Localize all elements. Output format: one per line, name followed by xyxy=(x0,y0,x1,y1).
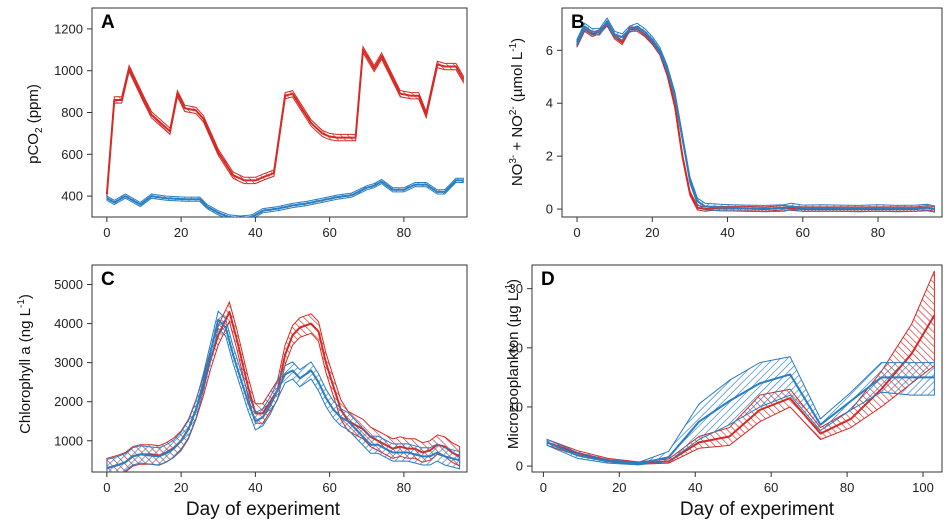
y-tick-label: 6 xyxy=(546,43,553,58)
plot-c: 0 20 40 60 80 1000 2000 3000 4000 5000 xyxy=(54,264,468,495)
series-line-red xyxy=(105,48,465,195)
y-tick-label: 1000 xyxy=(54,433,83,448)
y-tick-label: 1200 xyxy=(54,21,83,36)
ylabel-b: NO3- + NO2- (µmol L-1) xyxy=(508,38,526,186)
series-line-red xyxy=(576,22,935,211)
panel-label-a: A xyxy=(101,12,115,33)
x-tick-label: 60 xyxy=(764,480,778,495)
series-line-blue xyxy=(106,318,460,470)
y-tick-label: 10 xyxy=(509,399,523,414)
plot-b: 0 20 40 60 80 0 2 4 6 xyxy=(546,7,943,240)
x-tick-label: 60 xyxy=(322,480,336,495)
y-tick-label: 800 xyxy=(61,105,83,120)
x-tick-label: 0 xyxy=(540,480,547,495)
series-band-blue xyxy=(576,17,935,213)
ylabel-a: pCO2 (ppm) xyxy=(25,84,45,164)
plot-frame xyxy=(531,264,943,473)
xlabel-d: Day of experiment xyxy=(680,499,835,520)
panel-d: D Microzooplankton (µg L-1) Day of exper… xyxy=(504,269,835,520)
x-tick-label: 20 xyxy=(645,225,659,240)
plot-frame xyxy=(561,7,943,218)
series-line-blue xyxy=(546,373,935,465)
y-tick-label: 5000 xyxy=(54,277,83,292)
x-tick-label: 40 xyxy=(248,480,262,495)
y-tick-label: 600 xyxy=(61,147,83,162)
x-tick-label: 60 xyxy=(796,225,810,240)
ylabel-c: Chlorophyll a (ng L-1) xyxy=(16,294,34,434)
y-tick-label: 4 xyxy=(546,96,553,111)
x-tick-label: 80 xyxy=(397,225,411,240)
y-tick-label: 0 xyxy=(546,202,553,217)
y-tick-label: 2000 xyxy=(54,394,83,409)
panel-c: C Chlorophyll a (ng L-1) Day of experime… xyxy=(16,269,341,520)
x-tick-label: 80 xyxy=(397,480,411,495)
x-tick-label: 80 xyxy=(840,480,854,495)
y-tick-label: 1000 xyxy=(54,63,83,78)
panel-label-b: B xyxy=(571,12,585,33)
panel-a: A pCO2 (ppm) xyxy=(25,12,115,164)
series-line-blue xyxy=(576,20,935,211)
plot-a: 0 20 40 60 80 400 600 800 1000 1200 xyxy=(54,7,468,240)
x-tick-label: 20 xyxy=(174,480,188,495)
y-tick-label: 20 xyxy=(509,340,523,355)
y-tick-label: 4000 xyxy=(54,316,83,331)
y-tick-label: 400 xyxy=(61,189,83,204)
x-tick-label: 0 xyxy=(103,480,110,495)
x-tick-label: 40 xyxy=(720,225,734,240)
y-tick-label: 3000 xyxy=(54,355,83,370)
x-tick-label: 20 xyxy=(612,480,626,495)
series-band-blue xyxy=(546,356,935,466)
ylabel-d: Microzooplankton (µg L-1) xyxy=(504,279,522,449)
y-tick-label: 0 xyxy=(516,459,523,474)
panel-b: B NO3- + NO2- (µmol L-1) xyxy=(508,12,585,186)
series-line-blue xyxy=(106,179,464,217)
y-tick-label: 2 xyxy=(546,149,553,164)
panel-label-c: C xyxy=(101,269,115,290)
series-band-blue xyxy=(106,177,464,217)
x-tick-label: 80 xyxy=(871,225,885,240)
x-tick-label: 40 xyxy=(688,480,702,495)
x-tick-label: 0 xyxy=(103,225,110,240)
x-tick-label: 100 xyxy=(912,480,934,495)
xlabel-c: Day of experiment xyxy=(186,499,341,520)
panel-label-d: D xyxy=(541,269,555,290)
series-band-red xyxy=(576,20,935,212)
x-tick-label: 40 xyxy=(248,225,262,240)
y-tick-label: 30 xyxy=(509,281,523,296)
x-tick-label: 20 xyxy=(174,225,188,240)
x-tick-label: 0 xyxy=(573,225,580,240)
plot-frame xyxy=(91,264,468,473)
plot-d: 0 20 40 60 80 100 0 10 20 30 xyxy=(509,264,943,495)
x-tick-label: 60 xyxy=(322,225,336,240)
series-band-red xyxy=(106,45,464,198)
